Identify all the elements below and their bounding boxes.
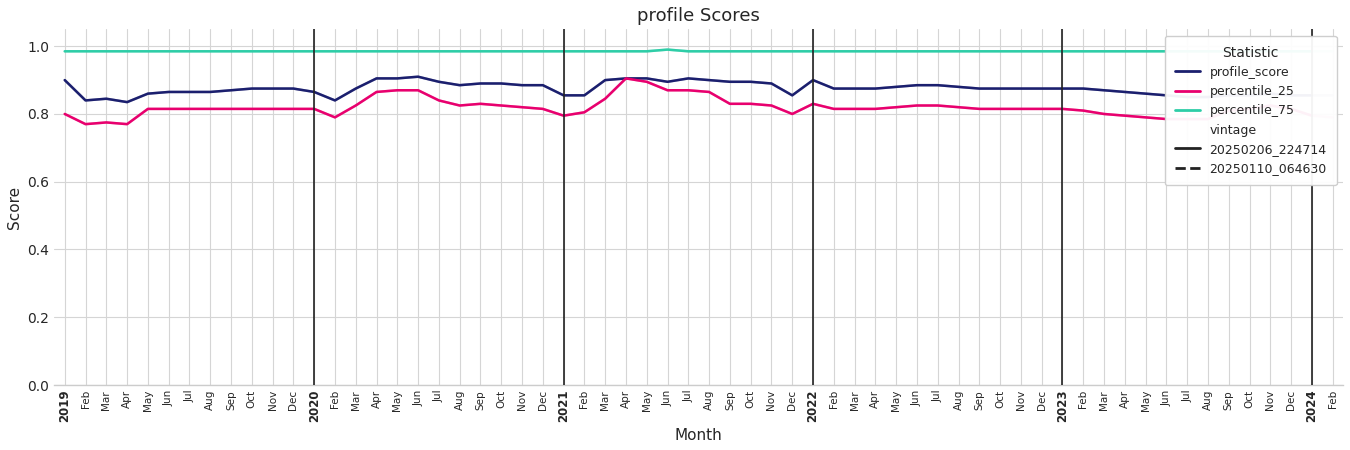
Title: profile Scores: profile Scores (637, 7, 760, 25)
Y-axis label: Score: Score (7, 185, 22, 229)
Legend: profile_score, percentile_25, percentile_75, vintage, 20250206_224714, 20250110_: profile_score, percentile_25, percentile… (1165, 36, 1336, 185)
X-axis label: Month: Month (675, 428, 722, 443)
